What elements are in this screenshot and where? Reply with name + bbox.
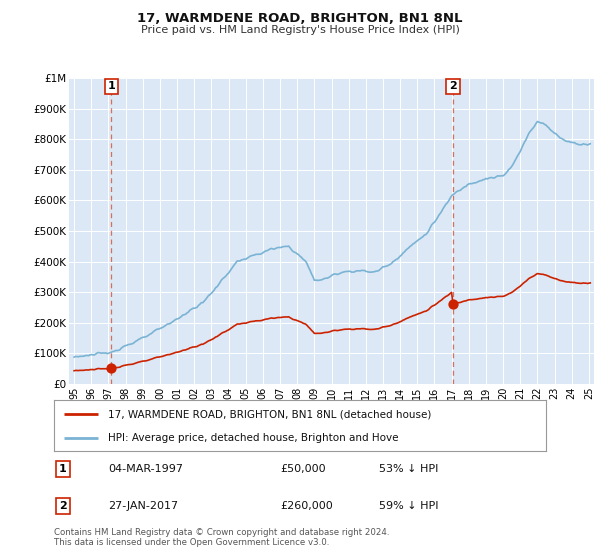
Text: £50,000: £50,000 [280, 464, 326, 474]
Text: 17, WARMDENE ROAD, BRIGHTON, BN1 8NL: 17, WARMDENE ROAD, BRIGHTON, BN1 8NL [137, 12, 463, 25]
Text: 59% ↓ HPI: 59% ↓ HPI [379, 501, 438, 511]
Point [448, 300, 458, 309]
Text: 04-MAR-1997: 04-MAR-1997 [108, 464, 183, 474]
Text: 1: 1 [59, 464, 67, 474]
Text: Contains HM Land Registry data © Crown copyright and database right 2024.
This d: Contains HM Land Registry data © Crown c… [54, 528, 389, 547]
Text: 17, WARMDENE ROAD, BRIGHTON, BN1 8NL (detached house): 17, WARMDENE ROAD, BRIGHTON, BN1 8NL (de… [108, 409, 431, 419]
Text: HPI: Average price, detached house, Brighton and Hove: HPI: Average price, detached house, Brig… [108, 433, 398, 443]
Text: 2: 2 [449, 81, 457, 91]
Text: 2: 2 [59, 501, 67, 511]
Text: 1: 1 [107, 81, 115, 91]
Text: Price paid vs. HM Land Registry's House Price Index (HPI): Price paid vs. HM Land Registry's House … [140, 25, 460, 35]
Text: £260,000: £260,000 [280, 501, 333, 511]
Text: 27-JAN-2017: 27-JAN-2017 [108, 501, 178, 511]
Point [107, 364, 116, 373]
Text: 53% ↓ HPI: 53% ↓ HPI [379, 464, 438, 474]
